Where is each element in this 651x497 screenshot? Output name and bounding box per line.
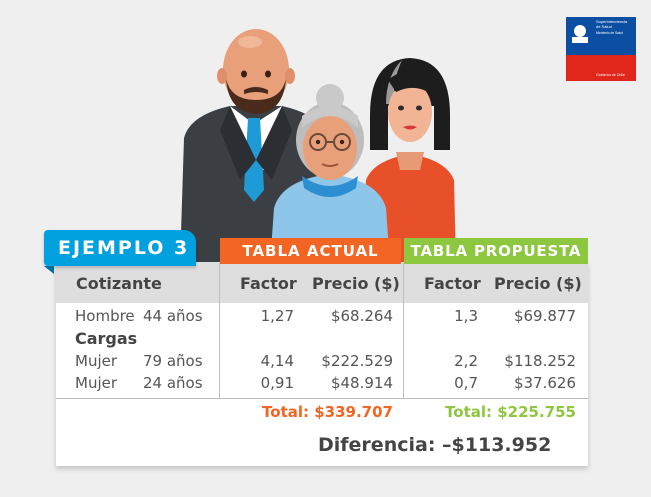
column-divider bbox=[219, 263, 220, 398]
header-factor-actual: Factor bbox=[240, 274, 297, 293]
row-precio-propuesta: $69.877 bbox=[513, 307, 576, 325]
gobierno-logo: Superintendencia de Salud Ministerio de … bbox=[566, 17, 636, 81]
row-precio-actual: $222.529 bbox=[321, 352, 393, 370]
row-age: 79 años bbox=[143, 352, 203, 370]
row-precio-actual: $48.914 bbox=[330, 374, 393, 392]
header-precio-actual: Precio ($) bbox=[312, 274, 400, 293]
header-precio-propuesta: Precio ($) bbox=[494, 274, 582, 293]
row-factor-actual: 1,27 bbox=[260, 307, 294, 325]
row-sex: Mujer bbox=[75, 374, 118, 392]
total-propuesta: Total: $225.755 bbox=[445, 403, 576, 421]
totals-divider bbox=[56, 398, 588, 399]
row-factor-propuesta: 2,2 bbox=[454, 352, 478, 370]
row-factor-actual: 4,14 bbox=[260, 352, 294, 370]
row-precio-propuesta: $37.626 bbox=[513, 374, 576, 392]
row-sex: Mujer bbox=[75, 352, 118, 370]
example-badge: EJEMPLO 3 bbox=[44, 230, 196, 266]
row-precio-propuesta: $118.252 bbox=[504, 352, 576, 370]
header-cotizante: Cotizante bbox=[76, 274, 162, 293]
row-sex: Hombre bbox=[75, 307, 135, 325]
header-factor-propuesta: Factor bbox=[424, 274, 481, 293]
row-age: 24 años bbox=[143, 374, 203, 392]
table-header-band bbox=[56, 262, 588, 303]
row-factor-actual: 0,91 bbox=[260, 374, 294, 392]
family-icon bbox=[170, 20, 470, 265]
column-divider bbox=[403, 263, 404, 398]
logo-line3: Ministerio de Salud bbox=[596, 31, 623, 35]
tab-tabla-actual: TABLA ACTUAL bbox=[220, 238, 401, 264]
cargas-label: Cargas bbox=[75, 329, 138, 348]
row-precio-actual: $68.264 bbox=[330, 307, 393, 325]
row-age: 44 años bbox=[143, 307, 203, 325]
row-factor-propuesta: 0,7 bbox=[454, 374, 478, 392]
tab-tabla-propuesta: TABLA PROPUESTA bbox=[404, 238, 588, 264]
logo-line2: de Salud bbox=[596, 24, 612, 29]
logo-footer: Gobierno de Chile bbox=[596, 73, 625, 77]
total-actual: Total: $339.707 bbox=[262, 403, 393, 421]
diferencia-total: Diferencia: –$113.952 bbox=[318, 434, 552, 456]
logo-line1: Superintendencia bbox=[596, 19, 628, 24]
row-factor-propuesta: 1,3 bbox=[454, 307, 478, 325]
badge-fold bbox=[44, 266, 54, 274]
